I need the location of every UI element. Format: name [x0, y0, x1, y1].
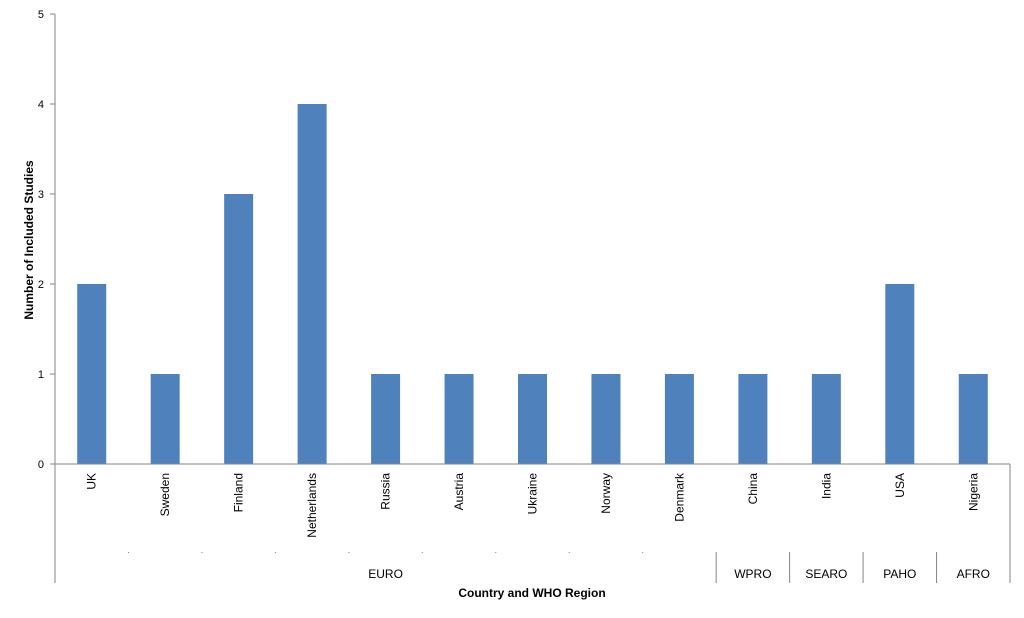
x-tick-label: Sweden	[158, 473, 172, 516]
y-tick-label: 5	[38, 9, 44, 21]
x-tick-label: Austria	[452, 473, 466, 511]
bar	[77, 284, 107, 464]
bar	[371, 374, 401, 464]
region-group-label: SEARO	[805, 567, 847, 581]
x-tick-label: USA	[893, 473, 907, 498]
bar	[518, 374, 547, 464]
x-tick-label: Nigeria	[966, 473, 980, 511]
bar	[885, 284, 915, 464]
bar	[591, 374, 621, 464]
y-tick-label: 4	[38, 99, 44, 111]
bars	[77, 104, 988, 464]
bar	[811, 374, 841, 464]
x-tick-label: Russia	[379, 473, 393, 510]
y-tick-label: 2	[38, 279, 44, 291]
y-tick-label: 0	[38, 459, 44, 471]
y-axis-title: Number of Included Studies	[22, 160, 36, 320]
x-tick-label: Denmark	[672, 472, 686, 522]
y-axis: 0 1 2 3 4 5	[38, 9, 56, 471]
y-tick-label: 3	[38, 189, 44, 201]
x-tick-label: India	[819, 473, 833, 499]
x-tick-label: Finland	[232, 473, 246, 512]
region-group-label: AFRO	[957, 567, 990, 581]
bar	[150, 374, 180, 464]
region-group-label: EURO	[368, 567, 403, 581]
bar	[297, 104, 327, 464]
region-group-label: PAHO	[883, 567, 916, 581]
x-tick-label: China	[746, 473, 760, 505]
x-tick-label: Netherlands	[305, 473, 319, 538]
x-axis: UK Sweden Finland Netherlands Russia Austria U…	[54, 463, 1011, 583]
x-tick-label: UK	[85, 473, 99, 490]
bar	[444, 374, 474, 464]
x-tick-label: Norway	[599, 473, 613, 514]
bar	[224, 194, 254, 464]
x-axis-title: Country and WHO Region	[458, 586, 605, 600]
bar	[738, 374, 768, 464]
bar	[664, 374, 694, 464]
x-tick-label: Ukraine	[526, 473, 540, 515]
bar	[958, 374, 988, 464]
y-tick-label: 1	[38, 369, 44, 381]
region-group-label: WPRO	[734, 567, 771, 581]
